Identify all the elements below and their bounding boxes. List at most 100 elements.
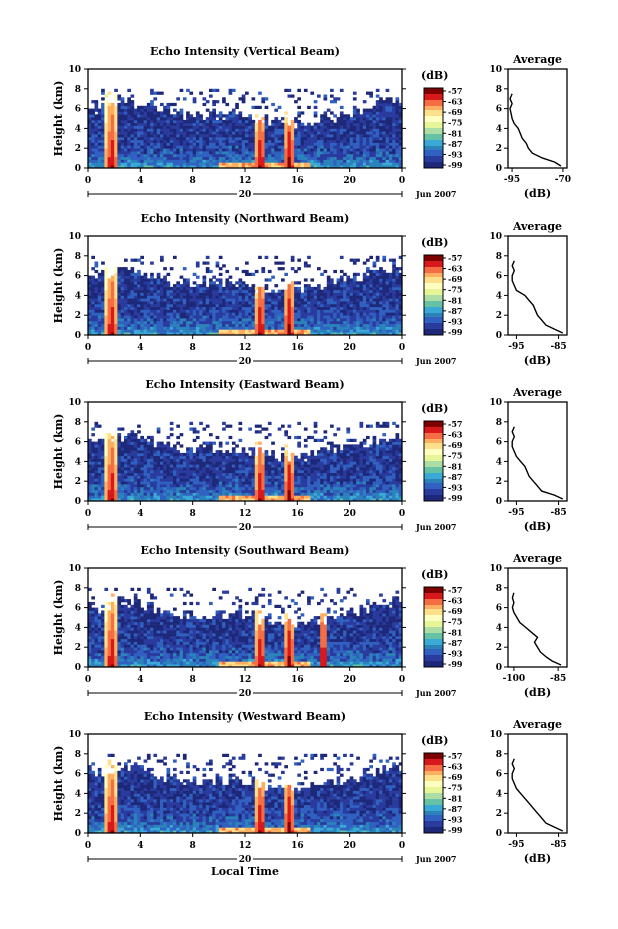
- heatmap-cell: [120, 492, 125, 496]
- heatmap-cell: [356, 122, 360, 126]
- heatmap-cell: [369, 281, 373, 285]
- heatmap-cell: [94, 323, 99, 327]
- heatmap-cell: [385, 284, 390, 288]
- heatmap-cell: [140, 450, 144, 454]
- heatmap-cell: [124, 139, 128, 143]
- heatmap-cell: [182, 323, 187, 327]
- heatmap-cell: [97, 318, 102, 322]
- heatmap-cell: [91, 122, 95, 126]
- heatmap-cell: [317, 145, 321, 149]
- heatmap-cell: [398, 139, 403, 143]
- heatmap-cell: [140, 444, 144, 448]
- heatmap-cell: [366, 114, 370, 118]
- heatmap-cell: [398, 108, 403, 112]
- heatmap-cell: [369, 151, 373, 155]
- heatmap-cell: [388, 125, 393, 129]
- heatmap-cell: [235, 128, 239, 132]
- heatmap-cell: [104, 444, 109, 448]
- heatmap-cell: [228, 117, 233, 121]
- heatmap-cell: [209, 119, 213, 124]
- heatmap-cell: [156, 159, 161, 163]
- heatmap-cell: [146, 108, 151, 112]
- heatmap-cell: [388, 284, 393, 288]
- heatmap-cell: [254, 151, 259, 155]
- heatmap-cell: [195, 136, 200, 141]
- heatmap-cell: [140, 151, 144, 155]
- heatmap-cell: [192, 320, 197, 325]
- heatmap-cell: [388, 295, 393, 299]
- heatmap-cell: [222, 320, 226, 325]
- heatmap-cell: [150, 136, 154, 141]
- heatmap-cell: [336, 151, 341, 155]
- heatmap-cell: [258, 128, 262, 132]
- heatmap-cell: [245, 301, 249, 305]
- heatmap-cell: [117, 134, 122, 138]
- heatmap-cell: [117, 159, 122, 163]
- heatmap-cell: [143, 447, 148, 451]
- heatmap-cell: [140, 119, 144, 124]
- heatmap-cell: [176, 489, 180, 493]
- heatmap-cell: [254, 332, 259, 336]
- heatmap-cell: [186, 278, 190, 282]
- heatmap-cell: [97, 159, 102, 163]
- heatmap-cell: [323, 153, 328, 158]
- heatmap-cell: [222, 159, 226, 163]
- heatmap-cell: [153, 495, 158, 499]
- heatmap-cell: [271, 301, 275, 305]
- heatmap-cell: [212, 156, 216, 160]
- heatmap-cell: [156, 309, 161, 313]
- heatmap-cell: [130, 481, 135, 485]
- heatmap-cell: [91, 284, 95, 288]
- heatmap-cell: [192, 117, 197, 121]
- heatmap-cell: [385, 125, 390, 129]
- heatmap-cell: [398, 128, 403, 132]
- heatmap-cell: [133, 467, 138, 471]
- heatmap-cell: [101, 498, 105, 502]
- heatmap-cell: [150, 441, 154, 445]
- x-tick-label: 0: [85, 343, 91, 353]
- heatmap-cell: [173, 309, 177, 313]
- heatmap-cell: [320, 318, 324, 322]
- heatmap-cell: [336, 281, 341, 285]
- heatmap-cell: [114, 108, 118, 112]
- heatmap-cell: [330, 100, 334, 104]
- heatmap-cell: [189, 484, 194, 488]
- heatmap-cell: [267, 151, 272, 155]
- heatmap-cell: [166, 292, 171, 296]
- heatmap-cell: [137, 475, 141, 479]
- heatmap-cell: [120, 162, 125, 166]
- heatmap-cell: [352, 159, 357, 163]
- heatmap-cell: [385, 165, 390, 169]
- heatmap-cell: [258, 318, 262, 322]
- heatmap-cell: [375, 255, 380, 259]
- heatmap-cell: [281, 139, 285, 143]
- heatmap-cell: [173, 489, 177, 493]
- heatmap-cell: [352, 97, 357, 101]
- heatmap-cell: [88, 159, 92, 163]
- heatmap-cell: [356, 139, 360, 143]
- heatmap-cell: [153, 455, 158, 459]
- heatmap-cell: [91, 484, 95, 488]
- heatmap-cell: [238, 162, 243, 166]
- heatmap-cell: [150, 261, 154, 265]
- heatmap-cell: [395, 292, 400, 296]
- heatmap-cell: [228, 312, 233, 316]
- heatmap-cell: [146, 125, 151, 129]
- heatmap-cell: [297, 329, 301, 333]
- heatmap-cell: [346, 119, 351, 124]
- heatmap-cell: [366, 91, 370, 95]
- heatmap-cell: [385, 306, 390, 310]
- heatmap-cell: [212, 153, 216, 158]
- heatmap-cell: [117, 444, 122, 448]
- heatmap-cell: [202, 131, 207, 135]
- heatmap-cell: [290, 162, 295, 166]
- heatmap-cell: [189, 486, 194, 491]
- heatmap-cell: [114, 481, 118, 485]
- heatmap-cell: [326, 306, 331, 310]
- heatmap-cell: [192, 303, 197, 308]
- heatmap-cell: [375, 275, 380, 279]
- heatmap-cell: [277, 105, 282, 109]
- heatmap-cell: [110, 452, 115, 457]
- heatmap-cell: [362, 125, 367, 129]
- heatmap-cell: [117, 111, 122, 115]
